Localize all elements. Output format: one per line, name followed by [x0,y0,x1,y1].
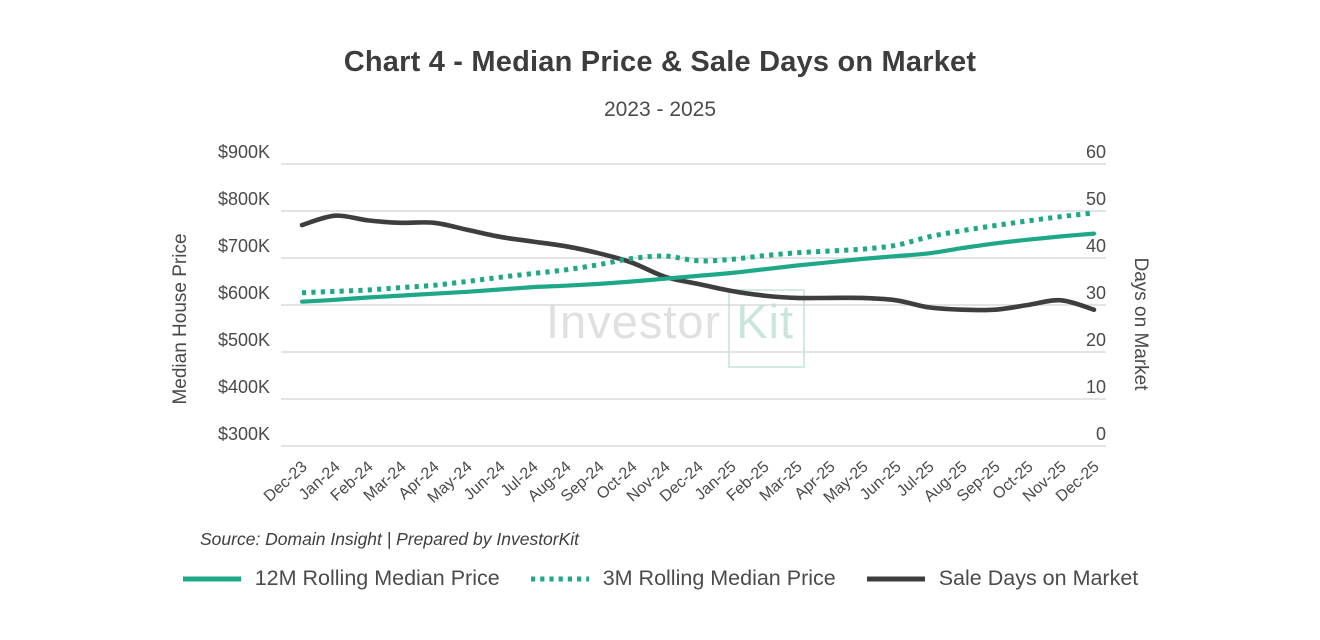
solid-teal-line-icon [182,576,241,581]
right-axis-tick-label: 30 [1086,283,1106,303]
legend-label: 12M Rolling Median Price [254,566,500,590]
left-axis-tick-label: $400K [218,377,270,397]
left-axis-tick-label: $700K [218,236,270,256]
left-axis-tick-label: $600K [218,283,270,303]
right-axis-tick-label: 0 [1096,424,1106,444]
left-axis-tick-label: $800K [218,189,270,209]
source-note: Source: Domain Insight | Prepared by Inv… [200,529,580,549]
chart-legend: 12M Rolling Median Price 3M Rolling Medi… [0,566,1320,591]
left-axis-tick-label: $900K [218,142,270,162]
legend-item-3m-rolling-median: 3M Rolling Median Price [530,566,836,591]
right-axis-tick-label: 40 [1086,236,1106,256]
chart-subtitle: 2023 - 2025 [603,98,717,121]
solid-dark-line-icon [866,576,925,581]
right-axis-tick-label: 60 [1086,142,1106,162]
left-axis-tick-label: $500K [218,330,270,350]
right-axis-tick-label: 50 [1086,189,1106,209]
series-line-sale-days-on-market [299,213,1097,313]
legend-item-sale-days: Sale Days on Market [866,566,1139,591]
chart-title: Chart 4 - Median Price & Sale Days on Ma… [343,46,977,78]
y-axis-tick-labels: $900K 60 $800K 50 $700K 40 $600K 30 $500K 20 $400K… [218,142,1106,444]
watermark-teal-text: Kit [728,289,806,368]
right-axis-tick-label: 10 [1086,377,1106,397]
legend-label: Sale Days on Market [938,566,1139,590]
watermark-gray-text: Investor [546,295,722,348]
legend-item-12m-rolling-median: 12M Rolling Median Price [182,566,500,591]
investorkit-watermark: Investor Kit [546,289,806,368]
dotted-teal-line-icon [530,576,589,581]
gridlines [281,163,1106,447]
left-axis-tick-label: $300K [218,424,270,444]
legend-label: 3M Rolling Median Price [602,566,836,590]
x-axis-tick-labels: Dec-23Jan-24Feb-24Mar-24Apr-24May-24Jun-… [261,458,1103,506]
series-line-3m-rolling-median-price [301,210,1095,296]
right-axis-tick-label: 20 [1086,330,1106,350]
series-line-12m-rolling-median-price [299,231,1097,304]
